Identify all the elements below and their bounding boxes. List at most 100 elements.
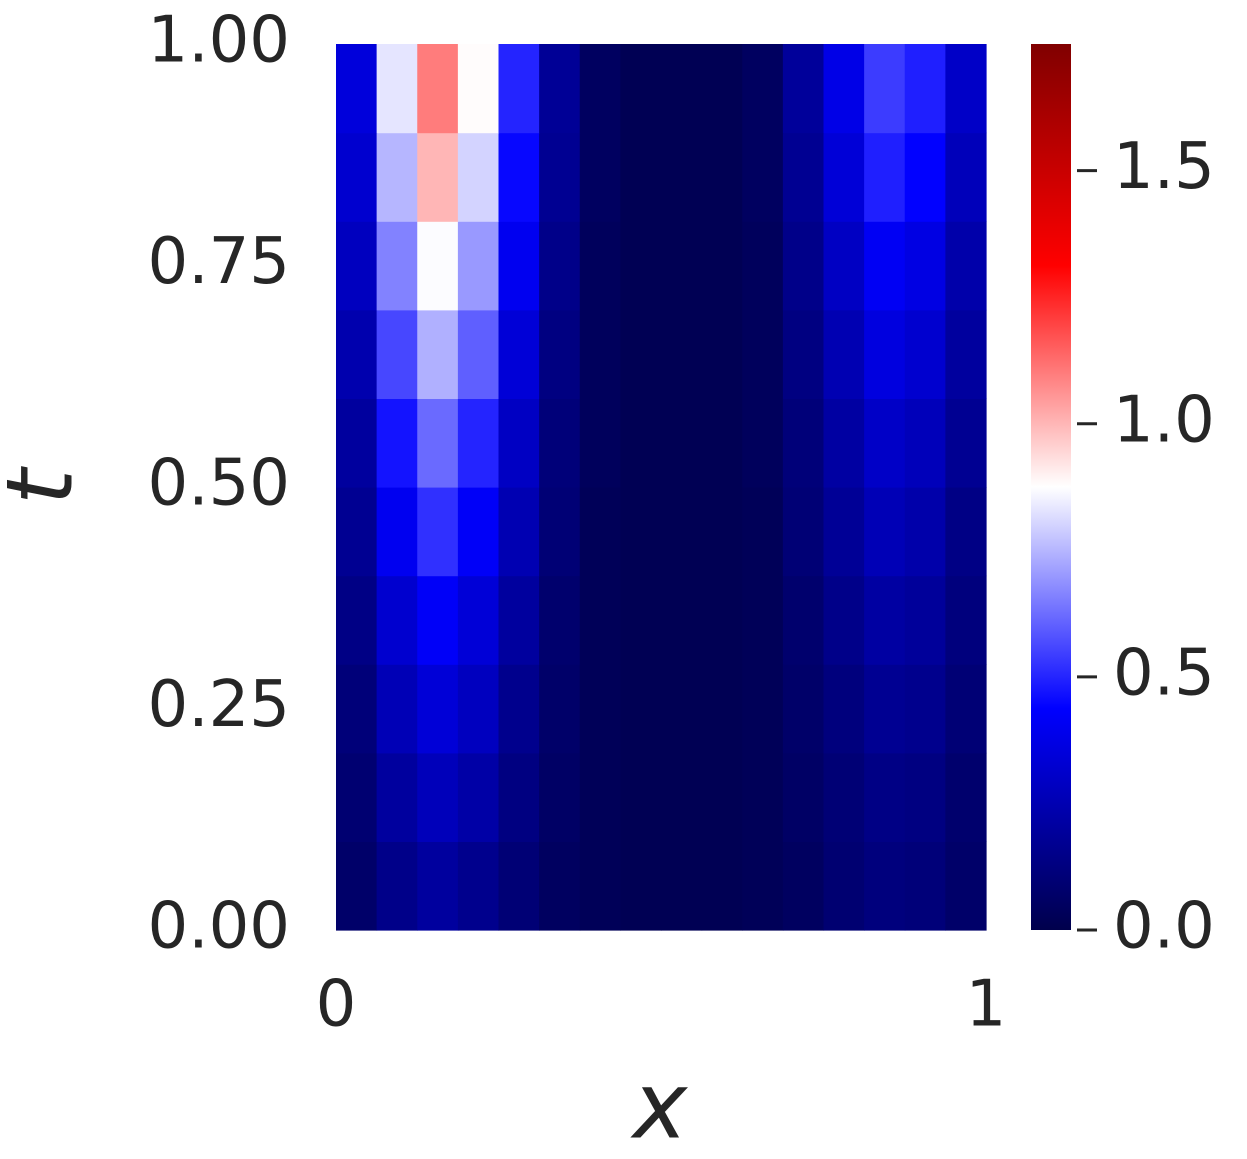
heatmap-cell — [457, 752, 500, 842]
y-tick-label: 1.00 — [148, 4, 291, 78]
heatmap-cell — [457, 309, 500, 399]
y-tick-label: 0.75 — [148, 225, 291, 299]
heatmap-cell — [579, 398, 621, 488]
heatmap-cell — [417, 398, 459, 488]
heatmap-cell — [579, 575, 621, 665]
heatmap-cell — [620, 664, 662, 754]
heatmap-cell — [376, 575, 418, 665]
heatmap-cell — [498, 132, 540, 222]
heatmap-cell — [904, 398, 946, 488]
heatmap-cell — [661, 575, 703, 665]
heatmap-cell — [579, 841, 621, 931]
heatmap-cell — [782, 132, 825, 222]
heatmap-cell — [620, 841, 662, 931]
heatmap-cell — [864, 44, 906, 134]
heatmap-cell — [701, 44, 743, 134]
heatmap-cell — [579, 221, 621, 311]
heatmap-cell — [336, 221, 378, 311]
heatmap-cell — [945, 221, 987, 311]
colorbar-tick-label: 0.0 — [1113, 890, 1215, 964]
heatmap-cell — [661, 221, 703, 311]
heatmap-cell — [417, 664, 459, 754]
heatmap-cell — [661, 398, 703, 488]
heatmap-cell — [457, 44, 500, 134]
heatmap-cell — [417, 752, 459, 842]
heatmap-cell — [579, 132, 621, 222]
heatmap-cell — [376, 44, 418, 134]
heatmap-cell — [539, 752, 581, 842]
heatmap-cell — [864, 752, 906, 842]
heatmap-cell — [376, 664, 418, 754]
heatmap-cell — [498, 221, 540, 311]
heatmap-cell — [336, 44, 378, 134]
heatmap-cell — [701, 841, 743, 931]
heatmap-cell — [498, 487, 540, 577]
heatmap-cell — [579, 487, 621, 577]
heatmap-cell — [742, 487, 784, 577]
y-tick-label: 0.25 — [148, 668, 291, 742]
heatmap-cell — [336, 487, 378, 577]
heatmap-cell — [864, 487, 906, 577]
heatmap-cell — [945, 398, 987, 488]
heatmap-cell — [701, 487, 743, 577]
heatmap-cell — [457, 221, 500, 311]
heatmap-cell — [823, 309, 865, 399]
heatmap-cell — [579, 44, 621, 134]
heatmap-cell — [620, 398, 662, 488]
heatmap-cell — [620, 575, 662, 665]
heatmap-cell — [457, 398, 500, 488]
heatmap-cell — [864, 309, 906, 399]
heatmap-cell — [539, 664, 581, 754]
heatmap-cell — [336, 752, 378, 842]
heatmap-cell — [498, 398, 540, 488]
heatmap-cell — [376, 398, 418, 488]
heatmap-cell — [498, 664, 540, 754]
heatmap-cell — [701, 575, 743, 665]
heatmap-cell — [336, 309, 378, 399]
heatmap-cell — [782, 398, 825, 488]
heatmap-cell — [661, 309, 703, 399]
heatmap-cell — [782, 664, 825, 754]
heatmap-cell — [336, 664, 378, 754]
colorbar-tick-label: 1.5 — [1113, 130, 1215, 204]
heatmap-cell — [823, 398, 865, 488]
heatmap-cell — [945, 132, 987, 222]
x-axis-label: x — [630, 1052, 689, 1159]
heatmap-cell — [782, 752, 825, 842]
heatmap-cell — [945, 841, 987, 931]
heatmap-cell — [661, 841, 703, 931]
heatmap-cell — [945, 44, 987, 134]
heatmap-cell — [782, 44, 825, 134]
heatmap-cell — [417, 575, 459, 665]
heatmap-cell — [661, 664, 703, 754]
heatmap-cell — [864, 132, 906, 222]
heatmap-cell — [742, 752, 784, 842]
y-axis-label: t — [0, 466, 93, 505]
heatmap-cell — [742, 132, 784, 222]
heatmap-cell — [661, 487, 703, 577]
heatmap-cell — [539, 841, 581, 931]
heatmap-cell — [376, 132, 418, 222]
heatmap-cell — [904, 487, 946, 577]
heatmap-cell — [498, 575, 540, 665]
heatmap-cell — [701, 221, 743, 311]
heatmap-cell — [661, 132, 703, 222]
heatmap-cell — [782, 487, 825, 577]
heatmap-cell — [539, 221, 581, 311]
heatmap-cell — [742, 221, 784, 311]
y-tick-label: 0.00 — [148, 890, 291, 964]
heatmap-cell — [457, 841, 500, 931]
colorbar — [1031, 44, 1071, 930]
heatmap-cell — [661, 44, 703, 134]
heatmap-cell — [336, 132, 378, 222]
heatmap-cell — [620, 309, 662, 399]
heatmap-cell — [539, 44, 581, 134]
heatmap-cell — [823, 487, 865, 577]
heatmap-cell — [417, 44, 459, 134]
heatmap-cell — [742, 575, 784, 665]
heatmap-cell — [539, 575, 581, 665]
heatmap-cell — [539, 398, 581, 488]
heatmap-cell — [701, 309, 743, 399]
heatmap-cell — [620, 752, 662, 842]
